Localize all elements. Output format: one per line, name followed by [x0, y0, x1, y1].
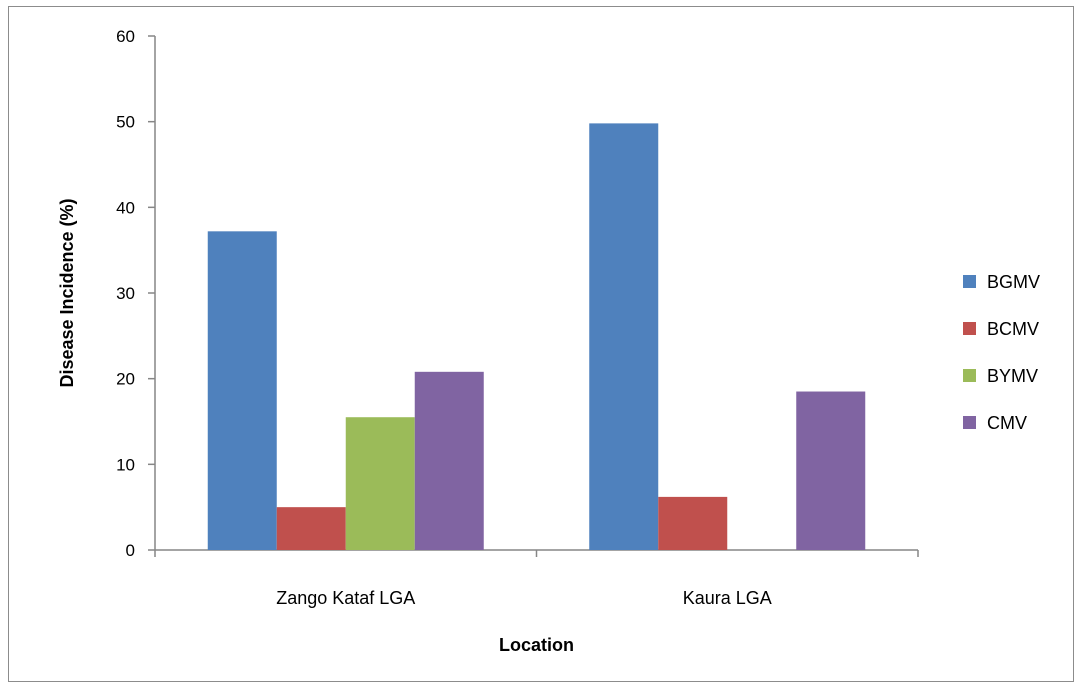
- legend-label: CMV: [987, 413, 1027, 433]
- legend-swatch: [963, 416, 976, 429]
- bars: [207, 123, 866, 550]
- bar-bcmv-1: [276, 507, 346, 550]
- y-tick-label: 20: [116, 370, 135, 389]
- bar-cmv-2: [796, 391, 866, 550]
- labels: 0 10 20 30 40 50 60 Zango Kataf LGA Kaura LGA: [116, 27, 772, 608]
- legend-label: BYMV: [987, 366, 1038, 386]
- legend: BGMV BCMV BYMV CMV: [963, 272, 1040, 433]
- legend-swatch: [963, 369, 976, 382]
- y-tick-label: 50: [116, 113, 135, 132]
- y-tick-label: 30: [116, 284, 135, 303]
- legend-swatch: [963, 322, 976, 335]
- bar-bgmv-2: [589, 123, 659, 550]
- y-tick-label: 10: [116, 455, 135, 474]
- legend-label: BCMV: [987, 319, 1039, 339]
- bar-bgmv-1: [207, 231, 277, 550]
- bar-bymv-1: [345, 417, 415, 550]
- legend-label: BGMV: [987, 272, 1040, 292]
- bar-cmv-1: [414, 371, 484, 550]
- x-axis-title: Location: [499, 635, 574, 655]
- y-tick-label: 40: [116, 198, 135, 217]
- chart-frame: [8, 6, 1074, 682]
- x-tick-label: Zango Kataf LGA: [276, 588, 415, 608]
- legend-swatch: [963, 275, 976, 288]
- x-tick-label: Kaura LGA: [683, 588, 772, 608]
- y-axis-title: Disease Incidence (%): [57, 198, 77, 387]
- bar-bcmv-2: [658, 496, 728, 550]
- y-tick-label: 60: [116, 27, 135, 46]
- y-tick-label: 0: [126, 541, 135, 560]
